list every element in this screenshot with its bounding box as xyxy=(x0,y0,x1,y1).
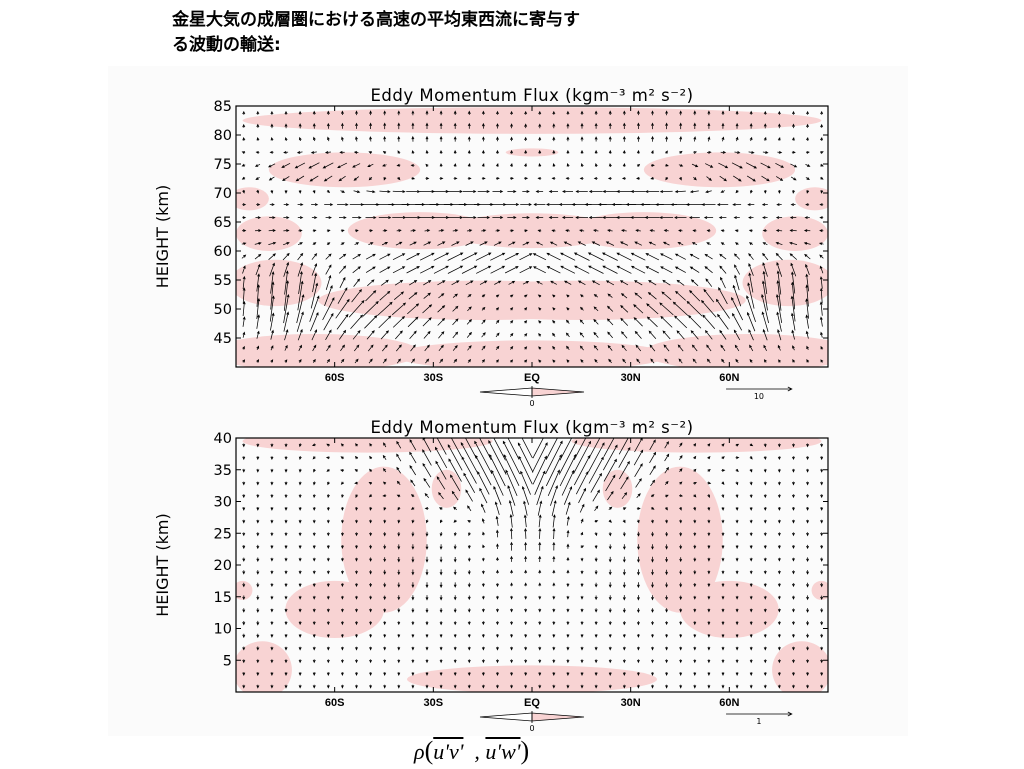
formula-term-uw: u'w' xyxy=(485,739,521,764)
flux-formula: ρ(u'v' , u'w') xyxy=(414,734,634,768)
formula-term-uv: u'v' xyxy=(433,739,464,764)
slide-title-line-1: 金星大気の成層圏における高速の平均東西流に寄与す xyxy=(172,10,580,30)
slide-title: 金星大気の成層圏における高速の平均東西流に寄与す る波動の輸送: xyxy=(172,8,732,58)
formula-open-paren: ( xyxy=(424,736,434,765)
figure-background xyxy=(108,66,908,736)
formula-rho: ρ xyxy=(414,739,425,764)
formula-close-paren: ) xyxy=(520,736,530,765)
slide-title-line-2: る波動の輸送: xyxy=(172,35,281,55)
formula-separator: , xyxy=(474,739,480,764)
